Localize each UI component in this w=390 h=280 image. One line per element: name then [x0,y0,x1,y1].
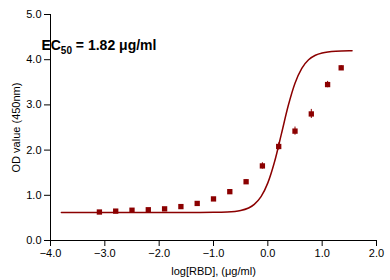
svg-text:0.0: 0.0 [260,247,275,259]
svg-text:4.0: 4.0 [26,53,41,65]
svg-text:0.0: 0.0 [26,234,41,246]
svg-text:2.0: 2.0 [369,247,384,259]
svg-text:EC50 = 1.82 μg/ml: EC50 = 1.82 μg/ml [41,37,156,56]
svg-text:3.0: 3.0 [26,98,41,110]
svg-text:−3.0: −3.0 [94,247,116,259]
svg-text:log[RBD], (μg/ml): log[RBD], (μg/ml) [171,265,256,277]
svg-text:1.0: 1.0 [315,247,330,259]
svg-text:2.0: 2.0 [26,144,41,156]
svg-text:5.0: 5.0 [26,8,41,20]
svg-text:−4.0: −4.0 [40,247,62,259]
svg-text:−1.0: −1.0 [203,247,225,259]
svg-text:OD value (450nm): OD value (450nm) [10,83,22,173]
svg-text:−2.0: −2.0 [148,247,170,259]
svg-text:1.0: 1.0 [26,189,41,201]
